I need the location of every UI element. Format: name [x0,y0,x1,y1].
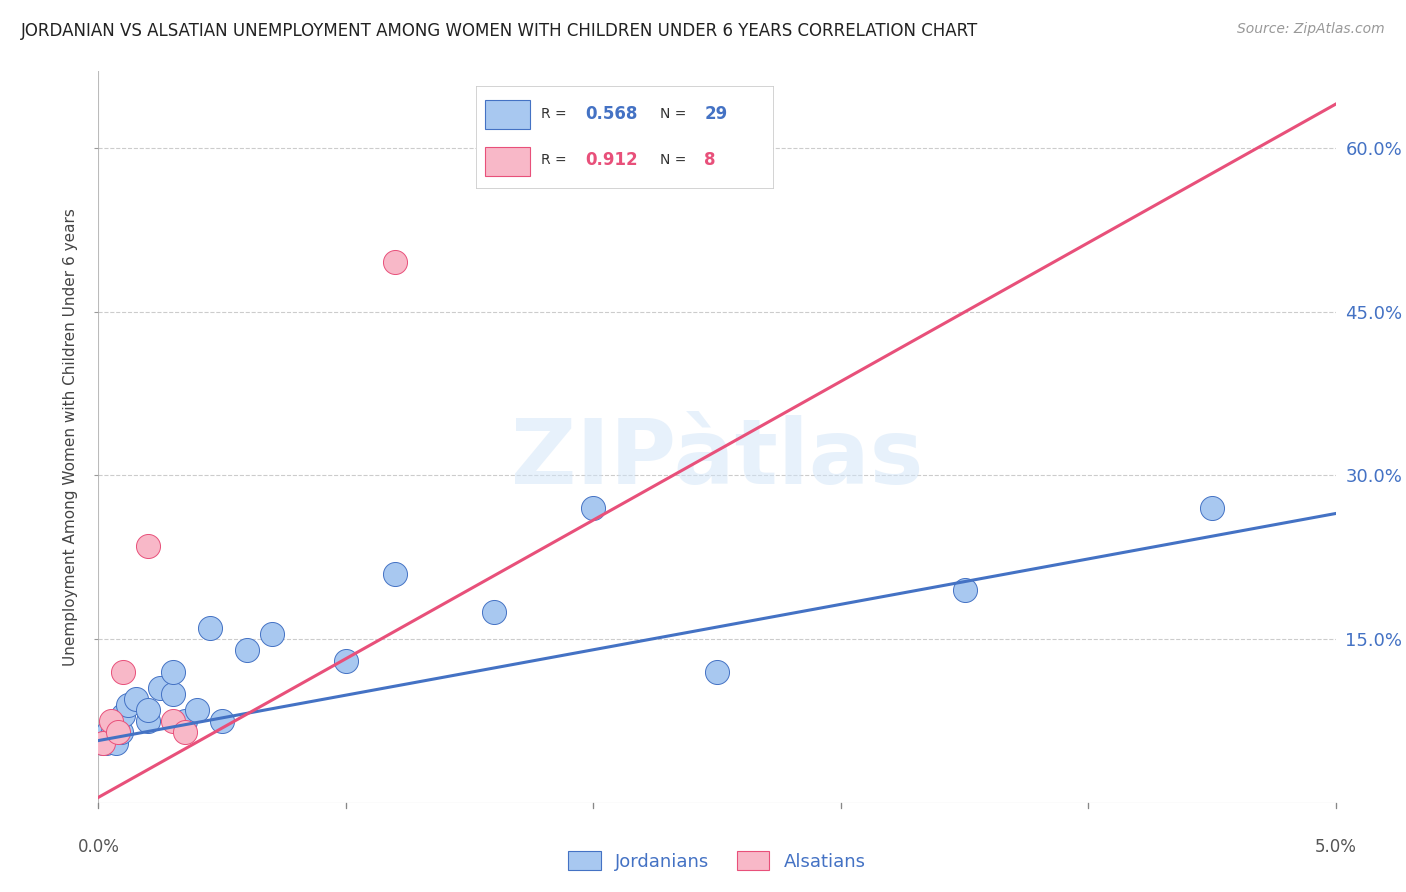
Point [110,724,132,739]
Point [1201,501,1223,516]
Text: 0.0%: 0.0% [77,838,120,855]
Point [107,724,129,739]
Point [335,654,357,668]
Point [149,681,172,695]
Point [162,665,184,679]
Point [93,736,115,750]
Point [93,736,115,750]
Point [484,605,506,619]
Point [186,703,208,717]
Point [100,714,122,728]
Point [136,703,159,717]
Point [211,714,233,728]
Text: 5.0%: 5.0% [1315,838,1357,855]
Point [162,714,184,728]
Point [260,626,283,640]
Point [136,539,159,553]
Point [103,724,125,739]
Y-axis label: Unemployment Among Women with Children Under 6 years: Unemployment Among Women with Children U… [63,208,79,666]
Point [174,714,197,728]
Point [384,566,406,581]
Point [104,736,127,750]
Text: Source: ZipAtlas.com: Source: ZipAtlas.com [1237,22,1385,37]
Point [236,643,259,657]
Point [162,687,184,701]
Point [112,665,135,679]
Point [97,724,120,739]
Point [124,692,146,706]
Text: JORDANIAN VS ALSATIAN UNEMPLOYMENT AMONG WOMEN WITH CHILDREN UNDER 6 YEARS CORRE: JORDANIAN VS ALSATIAN UNEMPLOYMENT AMONG… [21,22,979,40]
Point [198,621,221,635]
Point [107,719,129,733]
Point [706,665,728,679]
Point [953,582,976,597]
Point [174,724,197,739]
Text: ZIPàtlas: ZIPàtlas [510,415,924,503]
Point [582,501,605,516]
Point [117,698,139,712]
Point [384,255,406,269]
Point [136,714,159,728]
Point [112,708,135,723]
Point [100,731,122,745]
Point [94,736,117,750]
Legend: Jordanians, Alsatians: Jordanians, Alsatians [561,844,873,878]
